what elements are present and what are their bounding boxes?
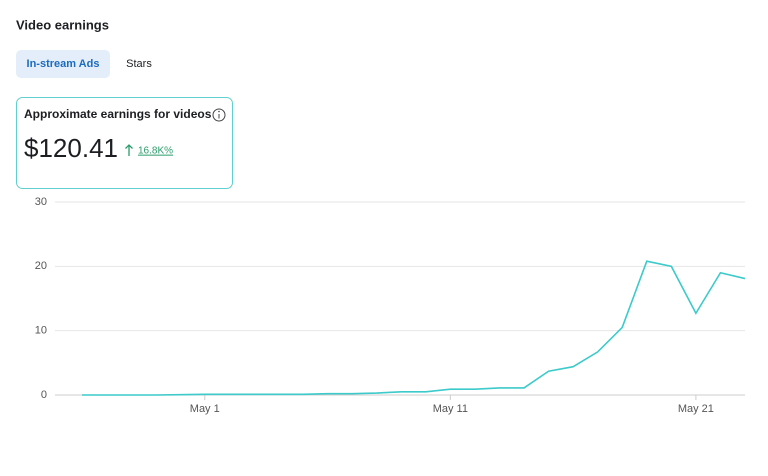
y-tick-label: 20	[35, 260, 47, 272]
x-tick-label: May 11	[433, 403, 468, 415]
info-icon	[218, 110, 220, 113]
tab-active[interactable]	[16, 50, 110, 78]
card-change: 16.8K%	[138, 146, 173, 157]
card-amount: $120.41	[24, 133, 118, 163]
card-label: Approximate earnings for videos	[24, 107, 212, 121]
info-icon[interactable]	[212, 108, 226, 122]
x-tick-label: May 1	[190, 403, 220, 415]
tab-label[interactable]: In-stream Ads	[27, 58, 100, 70]
up-arrow	[125, 144, 133, 156]
y-tick-label: 10	[35, 325, 47, 337]
y-tick-label: 0	[41, 389, 47, 401]
tab-label[interactable]: Stars	[126, 58, 152, 70]
line-series	[82, 260, 746, 396]
y-tick-label: 30	[35, 196, 47, 208]
section-title: Video earnings	[16, 17, 109, 32]
x-tick-label: May 21	[678, 403, 714, 415]
metric-card[interactable]	[16, 97, 233, 189]
